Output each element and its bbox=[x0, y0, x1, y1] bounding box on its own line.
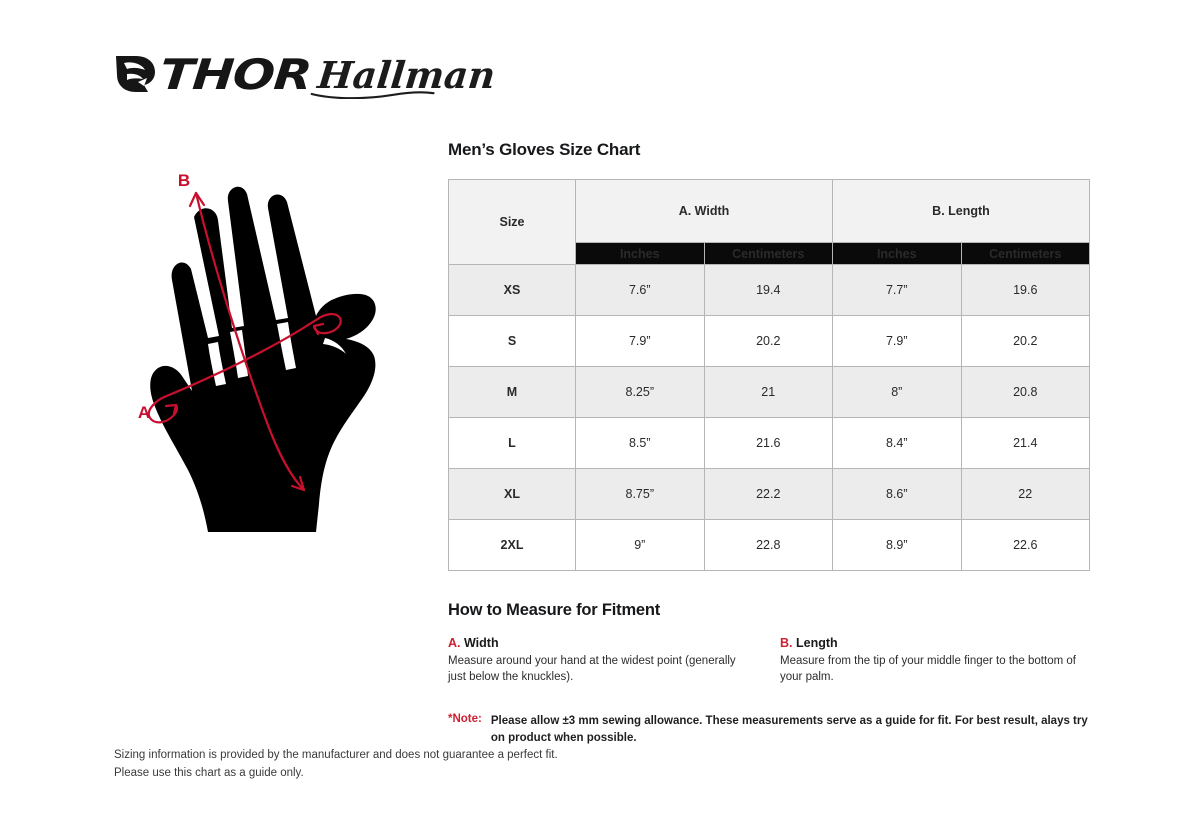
thor-wordmark: THOR bbox=[158, 50, 313, 99]
table-row: XL 8.75” 22.2 8.6” 22 bbox=[448, 468, 1090, 520]
cell-length-inches: 8.6” bbox=[832, 468, 962, 520]
measure-width-block: A. Width Measure around your hand at the… bbox=[448, 636, 780, 686]
cell-size: M bbox=[448, 366, 576, 418]
header-length-centimeters: Centimeters bbox=[960, 242, 1090, 265]
cell-length-inches: 8.9” bbox=[832, 519, 962, 571]
note-text: Please allow ±3 mm sewing allowance. The… bbox=[490, 714, 1088, 744]
cell-width-inches: 7.6” bbox=[575, 264, 705, 316]
cell-width-centimeters: 21 bbox=[703, 366, 833, 418]
header-width-centimeters: Centimeters bbox=[703, 242, 833, 265]
hallman-logo: Hallman bbox=[310, 53, 497, 99]
thor-logo: THOR bbox=[114, 50, 313, 99]
cell-width-centimeters: 20.2 bbox=[703, 315, 833, 367]
measure-width-letter: A. bbox=[448, 636, 461, 650]
table-row: S 7.9” 20.2 7.9” 20.2 bbox=[448, 315, 1090, 367]
footer-disclaimer: Sizing information is provided by the ma… bbox=[114, 746, 558, 783]
note-label: *Note: bbox=[448, 712, 482, 725]
cell-width-centimeters: 22.8 bbox=[703, 519, 833, 571]
table-header-row-groups: Size A. Width B. Length bbox=[448, 179, 1090, 265]
cell-size: XS bbox=[448, 264, 576, 316]
cell-width-centimeters: 21.6 bbox=[703, 417, 833, 469]
measure-width-description: Measure around your hand at the widest p… bbox=[448, 655, 736, 684]
size-chart-table: Size A. Width B. Length Inches Centimete… bbox=[448, 179, 1090, 571]
measure-width-title: A. Width bbox=[448, 636, 780, 650]
cell-length-inches: 7.9” bbox=[832, 315, 962, 367]
cell-length-inches: 7.7” bbox=[832, 264, 962, 316]
cell-width-inches: 8.75” bbox=[575, 468, 705, 520]
cell-width-inches: 7.9” bbox=[575, 315, 705, 367]
header-width-inches: Inches bbox=[575, 242, 705, 265]
page-title: Men’s Gloves Size Chart bbox=[448, 140, 641, 159]
cell-width-centimeters: 19.4 bbox=[703, 264, 833, 316]
hand-measurement-diagram: B A bbox=[120, 160, 440, 560]
diagram-label-b: B bbox=[178, 171, 190, 190]
note-block: *Note: Please allow ±3 mm sewing allowan… bbox=[448, 713, 1088, 748]
cell-length-centimeters: 22.6 bbox=[960, 519, 1090, 571]
footer-line-2: Please use this chart as a guide only. bbox=[114, 767, 304, 780]
table-row: L 8.5” 21.6 8.4” 21.4 bbox=[448, 417, 1090, 469]
header-size: Size bbox=[448, 179, 576, 265]
table-row: 2XL 9” 22.8 8.9” 22.6 bbox=[448, 519, 1090, 571]
table-head: Size A. Width B. Length Inches Centimete… bbox=[448, 179, 1090, 265]
header-group-length: B. Length bbox=[832, 179, 1090, 243]
cell-length-inches: 8” bbox=[832, 366, 962, 418]
width-arrow-a bbox=[147, 313, 342, 424]
table-body: XS 7.6” 19.4 7.7” 19.6 S 7.9” 20.2 7.9” … bbox=[448, 264, 1090, 571]
table-row: XS 7.6” 19.4 7.7” 19.6 bbox=[448, 264, 1090, 316]
measurement-arrows bbox=[147, 191, 342, 492]
cell-width-inches: 8.5” bbox=[575, 417, 705, 469]
cell-width-centimeters: 22.2 bbox=[703, 468, 833, 520]
measure-length-name: Length bbox=[795, 636, 838, 650]
how-to-measure-section: How to Measure for Fitment A. Width Meas… bbox=[448, 601, 1088, 747]
hand-diagram-svg: B A bbox=[138, 171, 376, 532]
measure-columns: A. Width Measure around your hand at the… bbox=[448, 636, 1088, 686]
chart-column: Men’s Gloves Size Chart Size A. Width B.… bbox=[448, 140, 1090, 747]
table-row: M 8.25” 21 8” 20.8 bbox=[448, 366, 1090, 418]
brand-logos: THOR Hallman bbox=[114, 50, 497, 99]
cell-length-centimeters: 21.4 bbox=[960, 417, 1090, 469]
cell-length-centimeters: 19.6 bbox=[960, 264, 1090, 316]
table-header-row-units: Inches Centimeters Inches Centimeters bbox=[449, 242, 1090, 265]
measure-length-letter: B. bbox=[780, 636, 793, 650]
length-arrow-b bbox=[188, 191, 306, 492]
cell-length-centimeters: 20.8 bbox=[960, 366, 1090, 418]
cell-width-inches: 9” bbox=[575, 519, 705, 571]
cell-length-centimeters: 20.2 bbox=[960, 315, 1090, 367]
cell-size: XL bbox=[448, 468, 576, 520]
thor-helmet-icon bbox=[116, 56, 155, 92]
diagram-label-a: A bbox=[138, 403, 150, 422]
hallman-swash-icon bbox=[310, 90, 435, 99]
measure-length-description: Measure from the tip of your middle fing… bbox=[780, 655, 1076, 684]
cell-size: 2XL bbox=[448, 519, 576, 571]
cell-width-inches: 8.25” bbox=[575, 366, 705, 418]
how-to-measure-heading: How to Measure for Fitment bbox=[448, 601, 661, 619]
measure-length-block: B. Length Measure from the tip of your m… bbox=[780, 636, 1080, 686]
footer-line-1: Sizing information is provided by the ma… bbox=[114, 749, 558, 761]
header-length-inches: Inches bbox=[832, 242, 962, 265]
hand-silhouette-icon bbox=[150, 186, 376, 532]
header-group-width: A. Width bbox=[575, 179, 833, 243]
measure-width-name: Width bbox=[463, 636, 499, 650]
cell-size: L bbox=[448, 417, 576, 469]
cell-size: S bbox=[448, 315, 576, 367]
cell-length-centimeters: 22 bbox=[960, 468, 1090, 520]
measure-length-title: B. Length bbox=[780, 636, 1080, 650]
cell-length-inches: 8.4” bbox=[832, 417, 962, 469]
